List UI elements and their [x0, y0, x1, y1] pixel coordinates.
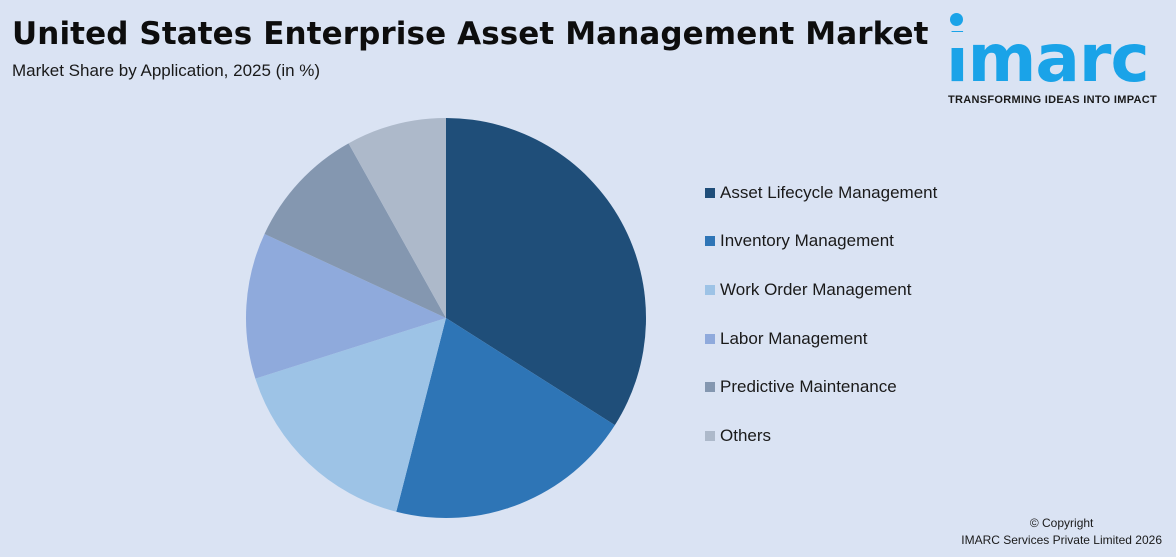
chart-subtitle: Market Share by Application, 2025 (in %) [12, 61, 321, 80]
logo-dot-mask [946, 32, 966, 48]
pie-slice-asset-lifecycle-management [446, 118, 647, 426]
legend-label: Predictive Maintenance [720, 377, 897, 396]
legend-item-predictive: Predictive Maintenance [705, 376, 897, 398]
legend-item-inventory: Inventory Management [705, 230, 894, 252]
legend-swatch [705, 236, 715, 246]
chart-title: United States Enterprise Asset Managemen… [12, 16, 929, 52]
legend-label: Asset Lifecycle Management [720, 183, 938, 202]
legend-label: Labor Management [720, 329, 868, 348]
imarc-logo: imarc TRANSFORMING IDEAS INTO IMPACT [940, 10, 1176, 110]
pie-slice-work-order-management [255, 318, 446, 512]
pie-slices [245, 118, 647, 519]
copyright-line: © Copyright [1029, 516, 1094, 530]
legend-item-work-order: Work Order Management [705, 279, 911, 301]
legend-label: Inventory Management [720, 231, 894, 250]
logo-tagline: TRANSFORMING IDEAS INTO IMPACT [948, 94, 1158, 106]
legend-swatch [705, 382, 715, 392]
pie-slice-inventory-management [396, 318, 615, 519]
legend-label: Work Order Management [720, 280, 912, 299]
legend-item-others: Others [705, 425, 771, 447]
legend-label: Others [720, 426, 772, 445]
copyright-footer: © Copyright IMARC Services Private Limit… [961, 515, 1162, 549]
pie-slice-others [348, 118, 446, 318]
company-line: IMARC Services Private Limited 2026 [961, 533, 1162, 547]
pie-slice-predictive-maintenance [264, 143, 446, 318]
legend-item-asset-lifecycle: Asset Lifecycle Management [705, 182, 937, 204]
legend-swatch [705, 334, 715, 344]
pie-slice-labor-management [245, 233, 446, 379]
legend-item-labor: Labor Management [705, 328, 867, 350]
logo-wordmark: imarc [946, 20, 1150, 97]
logo-dot-icon [950, 13, 963, 26]
legend-swatch [705, 431, 715, 441]
legend-swatch [705, 188, 715, 198]
legend-swatch [705, 285, 715, 295]
